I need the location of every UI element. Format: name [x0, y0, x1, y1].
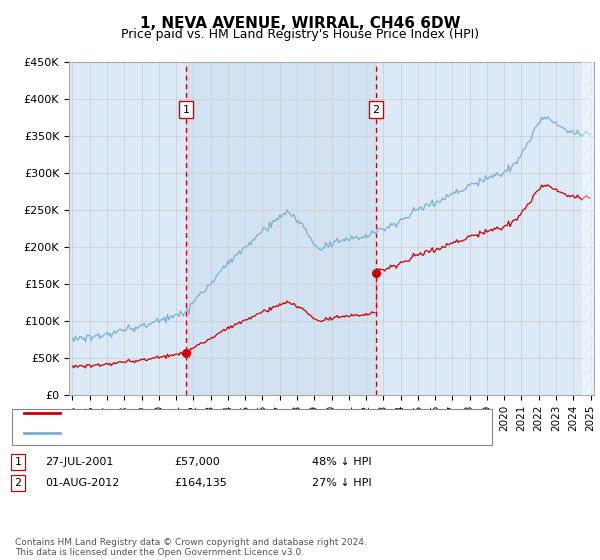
Text: £57,000: £57,000 — [174, 457, 220, 467]
Text: £164,135: £164,135 — [174, 478, 227, 488]
Text: 1: 1 — [14, 457, 22, 467]
Text: 1: 1 — [182, 105, 190, 115]
Text: 27% ↓ HPI: 27% ↓ HPI — [312, 478, 371, 488]
Text: 01-AUG-2012: 01-AUG-2012 — [45, 478, 119, 488]
Text: 27-JUL-2001: 27-JUL-2001 — [45, 457, 113, 467]
Text: 1, NEVA AVENUE, WIRRAL, CH46 6DW (detached house): 1, NEVA AVENUE, WIRRAL, CH46 6DW (detach… — [69, 408, 380, 418]
Text: HPI: Average price, detached house, Wirral: HPI: Average price, detached house, Wirr… — [69, 428, 308, 437]
Text: Price paid vs. HM Land Registry's House Price Index (HPI): Price paid vs. HM Land Registry's House … — [121, 28, 479, 41]
Text: 2: 2 — [14, 478, 22, 488]
Text: 1, NEVA AVENUE, WIRRAL, CH46 6DW: 1, NEVA AVENUE, WIRRAL, CH46 6DW — [140, 16, 460, 31]
Bar — [186, 62, 376, 395]
Text: Contains HM Land Registry data © Crown copyright and database right 2024.
This d: Contains HM Land Registry data © Crown c… — [15, 538, 367, 557]
Text: 2: 2 — [373, 105, 380, 115]
Text: 48% ↓ HPI: 48% ↓ HPI — [312, 457, 371, 467]
Bar — [582, 62, 596, 395]
